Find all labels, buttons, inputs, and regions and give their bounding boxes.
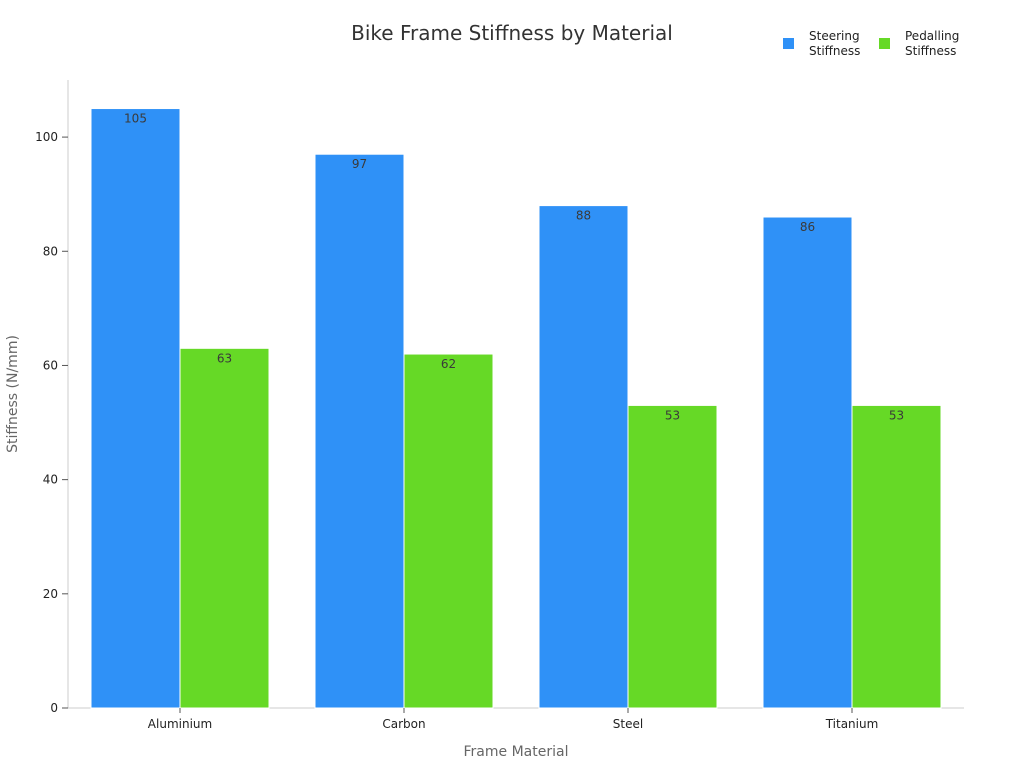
y-tick-label: 20 xyxy=(43,587,58,601)
x-tick-label: Steel xyxy=(613,717,643,731)
bar-steering xyxy=(90,108,181,709)
bar-pedalling xyxy=(403,353,494,709)
bar-steering xyxy=(762,216,853,709)
bar-pedalling xyxy=(851,404,942,709)
legend-label: Steering Stiffness xyxy=(809,29,860,58)
y-axis-title: Stiffness (N/mm) xyxy=(5,335,21,453)
bar-steering xyxy=(538,205,629,709)
legend: Steering Stiffness Pedalling Stiffness xyxy=(783,29,959,58)
data-label: 53 xyxy=(889,408,904,422)
legend-swatch xyxy=(879,38,890,49)
data-label: 86 xyxy=(800,220,815,234)
data-label: 62 xyxy=(441,357,456,371)
chart-title: Bike Frame Stiffness by Material xyxy=(351,21,673,45)
y-tick-label: 40 xyxy=(43,473,58,487)
legend-label: Pedalling Stiffness xyxy=(905,29,959,58)
data-label: 63 xyxy=(217,351,232,365)
bar-pedalling xyxy=(179,347,270,709)
y-tick-label: 80 xyxy=(43,244,58,258)
y-tick-label: 60 xyxy=(43,358,58,372)
data-label: 88 xyxy=(576,209,591,223)
data-label: 53 xyxy=(665,408,680,422)
x-tick-label: Titanium xyxy=(825,717,879,731)
x-axis-title: Frame Material xyxy=(464,744,569,760)
data-label: 97 xyxy=(352,157,367,171)
y-tick-label: 0 xyxy=(50,701,58,715)
x-tick-label: Carbon xyxy=(382,717,425,731)
plot-area: 0 20 40 60 80 100 105 63 Aluminium 97 62 Carbon 88 53… xyxy=(35,80,964,731)
x-tick-label: Aluminium xyxy=(148,717,212,731)
data-label: 105 xyxy=(124,112,147,126)
bar-pedalling xyxy=(627,404,718,709)
y-tick-label: 100 xyxy=(35,130,58,144)
legend-swatch xyxy=(783,38,794,49)
bar-steering xyxy=(314,153,405,709)
